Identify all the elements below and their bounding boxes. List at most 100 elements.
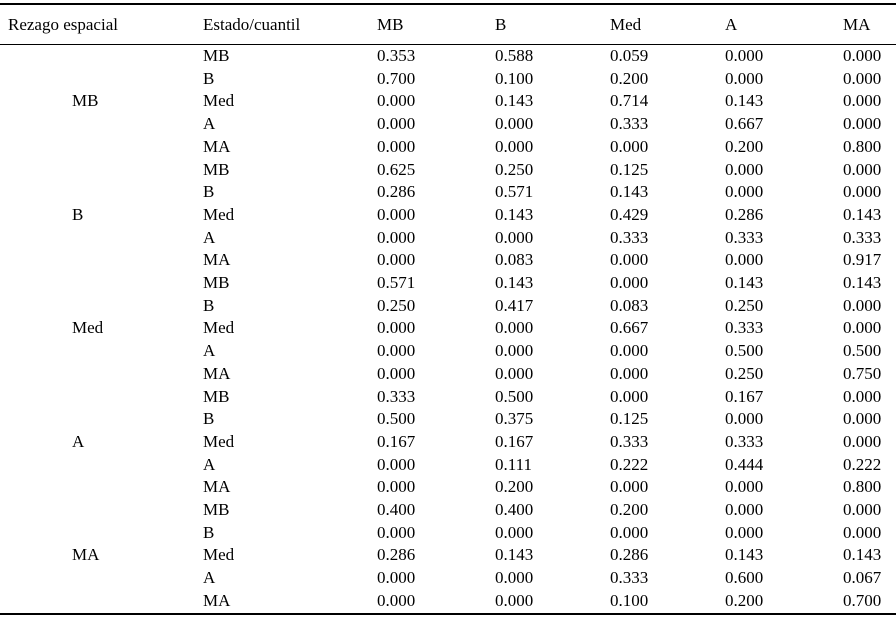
table-row: Med 0.167 0.167 0.333 0.333 0.000 [0, 431, 896, 454]
value-cell: 0.200 [610, 500, 649, 520]
value-cell: 0.000 [377, 454, 416, 474]
value-cell: 0.714 [610, 91, 649, 111]
value-cell: 0.250 [377, 295, 416, 315]
group-label: A [72, 431, 85, 451]
table-row: B 0.000 0.000 0.000 0.000 0.000 [0, 522, 896, 545]
value-cell: 0.143 [843, 545, 882, 565]
value-cell: 0.000 [843, 46, 882, 65]
table-row: MB MB 0.353 0.588 0.059 0.000 0.000 [0, 45, 896, 110]
table-body: MB MB 0.353 0.588 0.059 0.000 0.000 B 0.700 0.100… [0, 45, 896, 614]
value-cell: 0.200 [725, 136, 764, 156]
state-label: MA [203, 250, 231, 270]
value-cell: 0.143 [495, 204, 534, 224]
column-header-rezago-espacial: Rezago espacial [0, 4, 203, 45]
value-cell: 0.000 [843, 500, 882, 520]
value-cell: 0.000 [843, 91, 882, 111]
value-cell: 0.059 [610, 46, 649, 65]
value-cell: 0.000 [843, 68, 882, 88]
value-cell: 0.143 [725, 545, 764, 565]
state-label: Med [203, 318, 235, 338]
table-row: Med 0.286 0.143 0.286 0.143 0.143 [0, 544, 896, 567]
value-cell: 0.400 [495, 500, 534, 520]
value-cell: 0.000 [377, 136, 416, 156]
state-label: Med [203, 91, 235, 111]
value-cell: 0.111 [495, 454, 532, 474]
value-cell: 0.429 [610, 204, 649, 224]
table-row: A 0.000 0.111 0.222 0.444 0.222 [0, 454, 896, 477]
value-cell: 0.000 [843, 114, 882, 134]
table-row: MA 0.000 0.083 0.000 0.000 0.917 [0, 249, 896, 272]
value-cell: 0.500 [377, 409, 416, 429]
value-cell: 0.200 [495, 477, 534, 497]
value-cell: 0.667 [610, 318, 649, 338]
value-cell: 0.000 [843, 431, 882, 451]
table-row: B 0.500 0.375 0.125 0.000 0.000 [0, 408, 896, 431]
value-cell: 0.083 [610, 295, 649, 315]
state-label: MB [203, 386, 230, 406]
column-header-med: Med [610, 4, 725, 45]
column-header-b: B [495, 4, 610, 45]
value-cell: 0.222 [843, 454, 882, 474]
value-cell: 0.800 [843, 477, 882, 497]
value-cell: 0.000 [725, 409, 764, 429]
value-cell: 0.000 [377, 250, 416, 270]
value-cell: 0.000 [377, 590, 416, 610]
value-cell: 0.500 [843, 341, 882, 361]
value-cell: 0.500 [495, 386, 534, 406]
value-cell: 0.200 [725, 590, 764, 610]
state-label: B [203, 182, 215, 202]
value-cell: 0.000 [725, 522, 764, 542]
value-cell: 0.571 [495, 182, 534, 202]
group-label: Med [72, 318, 104, 338]
value-cell: 0.333 [843, 227, 882, 247]
value-cell: 0.000 [725, 159, 764, 179]
value-cell: 0.000 [725, 46, 764, 65]
value-cell: 0.222 [610, 454, 649, 474]
state-label: Med [203, 545, 235, 565]
value-cell: 0.000 [610, 363, 649, 383]
value-cell: 0.000 [610, 136, 649, 156]
value-cell: 0.000 [495, 522, 534, 542]
value-cell: 0.000 [610, 341, 649, 361]
value-cell: 0.143 [495, 91, 534, 111]
value-cell: 0.917 [843, 250, 882, 270]
state-label: A [203, 454, 216, 474]
value-cell: 0.000 [495, 136, 534, 156]
state-label: MA [203, 363, 231, 383]
state-label: B [203, 68, 215, 88]
value-cell: 0.000 [610, 477, 649, 497]
table-row: Med MB 0.571 0.143 0.000 0.143 0.143 [0, 272, 896, 337]
state-label: A [203, 227, 216, 247]
table-row: MA 0.000 0.000 0.100 0.200 0.700 [0, 590, 896, 614]
value-cell: 0.100 [495, 68, 534, 88]
table-row: Med 0.000 0.143 0.429 0.286 0.143 [0, 204, 896, 227]
value-cell: 0.667 [725, 114, 764, 134]
value-cell: 0.000 [377, 477, 416, 497]
column-header-ma: MA [843, 4, 896, 45]
value-cell: 0.000 [725, 68, 764, 88]
value-cell: 0.000 [843, 159, 882, 179]
state-label: MA [203, 477, 231, 497]
value-cell: 0.000 [610, 250, 649, 270]
value-cell: 0.000 [495, 227, 534, 247]
value-cell: 0.333 [610, 568, 649, 588]
value-cell: 0.333 [610, 431, 649, 451]
value-cell: 0.700 [377, 68, 416, 88]
group-label: MB [72, 91, 99, 111]
state-label: MA [203, 136, 231, 156]
value-cell: 0.571 [377, 273, 416, 293]
state-label: MA [203, 590, 231, 610]
table-row: Med 0.000 0.000 0.667 0.333 0.000 [0, 317, 896, 340]
value-cell: 0.125 [610, 159, 649, 179]
value-cell: 0.000 [377, 91, 416, 111]
header-row: Rezago espacial Estado/cuantil MB B Med … [0, 4, 896, 45]
value-cell: 0.375 [495, 409, 534, 429]
value-cell: 0.400 [377, 500, 416, 520]
value-cell: 0.000 [725, 182, 764, 202]
value-cell: 0.000 [725, 250, 764, 270]
table-header: Rezago espacial Estado/cuantil MB B Med … [0, 4, 896, 45]
value-cell: 0.143 [725, 91, 764, 111]
value-cell: 0.333 [610, 114, 649, 134]
value-cell: 0.250 [725, 363, 764, 383]
